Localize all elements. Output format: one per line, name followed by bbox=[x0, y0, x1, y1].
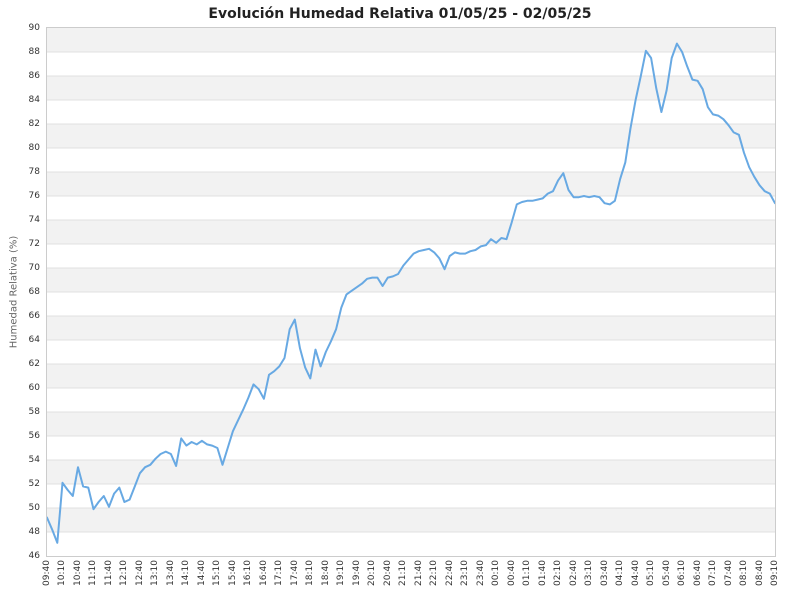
plot-band bbox=[47, 100, 775, 124]
y-tick-label: 84 bbox=[28, 95, 40, 105]
x-tick-label: 02:40 bbox=[568, 560, 579, 586]
x-tick-label: 00:10 bbox=[491, 560, 502, 586]
x-tick-label: 22:40 bbox=[444, 560, 455, 586]
y-tick-label: 64 bbox=[28, 335, 40, 345]
y-tick-label: 60 bbox=[28, 383, 40, 393]
y-tick-label: 74 bbox=[28, 215, 40, 225]
plot-area bbox=[46, 27, 776, 557]
plot-band bbox=[47, 196, 775, 220]
x-tick-label: 09:40 bbox=[42, 560, 52, 586]
y-tick-label: 80 bbox=[28, 143, 40, 153]
x-tick-label: 01:40 bbox=[537, 560, 548, 586]
plot-band bbox=[47, 460, 775, 484]
x-tick-label: 11:10 bbox=[88, 560, 99, 586]
x-tick-label: 14:40 bbox=[196, 560, 207, 586]
y-tick-label: 54 bbox=[28, 455, 40, 465]
x-tick-label: 03:40 bbox=[599, 560, 610, 586]
x-tick-label: 21:40 bbox=[413, 560, 424, 586]
x-tick-label: 04:40 bbox=[630, 560, 641, 586]
x-tick-label: 05:10 bbox=[646, 560, 657, 586]
x-tick-label: 18:40 bbox=[320, 560, 331, 586]
x-tick-label: 00:40 bbox=[506, 560, 517, 586]
x-tick-label: 16:40 bbox=[258, 560, 269, 586]
y-tick-label: 90 bbox=[28, 23, 40, 33]
x-tick-label: 08:40 bbox=[754, 560, 765, 586]
x-tick-label: 13:40 bbox=[165, 560, 176, 586]
plot-band bbox=[47, 484, 775, 508]
x-tick-label: 05:40 bbox=[661, 560, 672, 586]
plot-band bbox=[47, 76, 775, 100]
plot-band bbox=[47, 292, 775, 316]
plot-band bbox=[47, 28, 775, 52]
x-tick-label: 21:10 bbox=[398, 560, 409, 586]
x-tick-label: 03:10 bbox=[584, 560, 595, 586]
x-tick-label: 08:10 bbox=[739, 560, 750, 586]
plot-band bbox=[47, 364, 775, 388]
x-tick-label: 06:10 bbox=[677, 560, 688, 586]
x-tick-label: 23:10 bbox=[460, 560, 471, 586]
plot-band bbox=[47, 508, 775, 532]
plot-band bbox=[47, 124, 775, 148]
plot-band bbox=[47, 316, 775, 340]
x-tick-label: 19:10 bbox=[336, 560, 347, 586]
x-tick-label: 20:40 bbox=[382, 560, 393, 586]
plot-band bbox=[47, 268, 775, 292]
x-tick-label: 12:10 bbox=[119, 560, 130, 586]
y-tick-label: 72 bbox=[28, 239, 40, 249]
line-plot bbox=[47, 28, 775, 556]
x-tick-label: 04:10 bbox=[615, 560, 626, 586]
y-tick-label: 62 bbox=[28, 359, 40, 369]
y-tick-label: 66 bbox=[28, 311, 40, 321]
y-tick-label: 56 bbox=[28, 431, 40, 441]
x-tick-label: 17:40 bbox=[289, 560, 300, 586]
x-tick-label: 15:10 bbox=[212, 560, 223, 586]
x-tick-label: 17:10 bbox=[274, 560, 285, 586]
y-tick-label: 88 bbox=[28, 47, 40, 57]
y-tick-label: 86 bbox=[28, 71, 40, 81]
x-tick-label: 10:10 bbox=[57, 560, 68, 586]
y-tick-label: 48 bbox=[28, 527, 40, 537]
y-tick-label: 46 bbox=[28, 551, 40, 561]
y-tick-label: 78 bbox=[28, 167, 40, 177]
plot-band bbox=[47, 412, 775, 436]
x-tick-label: 02:10 bbox=[553, 560, 564, 586]
x-tick-label: 10:40 bbox=[72, 560, 83, 586]
x-tick-label: 23:40 bbox=[475, 560, 486, 586]
y-tick-label: 50 bbox=[28, 503, 40, 513]
x-tick-label: 09:10 bbox=[770, 560, 780, 586]
plot-band bbox=[47, 532, 775, 556]
x-tick-label: 07:10 bbox=[708, 560, 719, 586]
plot-band bbox=[47, 388, 775, 412]
x-tick-label: 12:40 bbox=[134, 560, 145, 586]
x-tick-label: 20:10 bbox=[367, 560, 378, 586]
plot-band bbox=[47, 52, 775, 76]
plot-band bbox=[47, 340, 775, 364]
x-tick-label: 18:10 bbox=[305, 560, 316, 586]
x-tick-label: 01:10 bbox=[522, 560, 533, 586]
x-tick-label: 06:40 bbox=[692, 560, 703, 586]
y-tick-label: 58 bbox=[28, 407, 40, 417]
humidity-line-series bbox=[47, 42, 775, 544]
plot-band bbox=[47, 148, 775, 172]
y-tick-label: 70 bbox=[28, 263, 40, 273]
x-tick-label: 22:10 bbox=[429, 560, 440, 586]
x-tick-label: 14:10 bbox=[181, 560, 192, 586]
x-tick-label: 15:40 bbox=[227, 560, 238, 586]
x-tick-label: 16:10 bbox=[243, 560, 254, 586]
y-tick-label: 82 bbox=[28, 119, 40, 129]
plot-band bbox=[47, 172, 775, 196]
x-tick-label: 11:40 bbox=[103, 560, 114, 586]
chart-title: Evolución Humedad Relativa 01/05/25 - 02… bbox=[208, 6, 592, 22]
y-tick-label: 52 bbox=[28, 479, 40, 489]
plot-band bbox=[47, 220, 775, 244]
x-tick-label: 13:10 bbox=[150, 560, 161, 586]
x-tick-label: 07:40 bbox=[723, 560, 734, 586]
y-tick-label: 68 bbox=[28, 287, 40, 297]
y-tick-label: 76 bbox=[28, 191, 40, 201]
plot-band bbox=[47, 436, 775, 460]
x-tick-label: 19:40 bbox=[351, 560, 362, 586]
